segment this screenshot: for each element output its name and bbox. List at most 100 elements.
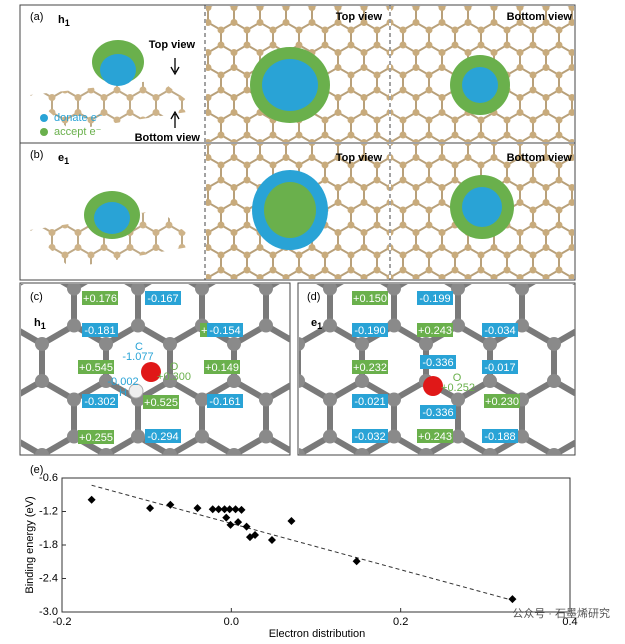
atom-label: O <box>453 372 462 384</box>
point <box>267 535 276 544</box>
charge-label: -0.032 <box>354 431 385 443</box>
charge-label: -0.336 <box>422 407 453 419</box>
state-label: e1 <box>58 152 69 166</box>
charge-label: +0.149 <box>205 362 239 374</box>
lattice-side <box>30 210 200 268</box>
charge-box <box>417 429 453 443</box>
point <box>352 557 361 566</box>
point <box>166 500 175 509</box>
charge-label: +0.176 <box>83 293 117 305</box>
atom-label: +0.300 <box>157 371 191 383</box>
point <box>208 505 217 514</box>
point <box>87 495 96 504</box>
trendline <box>91 484 513 601</box>
state-label: h1 <box>58 14 70 28</box>
view-label: Bottom view <box>507 152 573 164</box>
state-sub: 1 <box>41 321 46 331</box>
panel-label: (d) <box>307 291 320 303</box>
charge-label: -0.302 <box>84 396 115 408</box>
y-tick-label: -3.0 <box>39 606 58 618</box>
state-sub: 1 <box>317 321 322 331</box>
panel-label: (a) <box>30 11 43 23</box>
charge-label: -0.017 <box>484 362 515 374</box>
hydrogen-atom <box>128 383 144 399</box>
charge-label: +0.545 <box>79 362 113 374</box>
charge-label: -0.021 <box>354 396 385 408</box>
charge-box <box>82 291 118 305</box>
charge-box <box>143 395 179 409</box>
charge-box <box>482 360 518 374</box>
charge-box <box>352 360 388 374</box>
point <box>214 505 223 514</box>
state: e <box>311 317 317 329</box>
y-tick-label: -1.2 <box>39 505 58 517</box>
charge-box <box>420 405 456 419</box>
charge-box <box>482 323 518 337</box>
y-tick-label: -2.4 <box>39 572 58 584</box>
atom-label: -0.002 <box>107 376 138 388</box>
x-axis-label: Electron distribution <box>269 628 366 640</box>
lattice-side <box>30 80 200 130</box>
point <box>231 505 240 514</box>
charge-box <box>82 323 118 337</box>
plot-frame <box>61 477 571 613</box>
charge-label: -0.034 <box>484 325 515 337</box>
view-label: Top view <box>336 152 383 164</box>
legend-swatch <box>40 114 48 122</box>
atom-label: C <box>135 341 143 353</box>
atom-label: H <box>119 387 127 399</box>
charge-box <box>352 429 388 443</box>
charge-label: +0.230 <box>485 396 519 408</box>
state: h <box>34 317 41 329</box>
charge-box <box>417 291 453 305</box>
legend-swatch <box>40 128 48 136</box>
x-tick-label: 0.4 <box>562 616 577 628</box>
charge-box <box>207 323 243 337</box>
point <box>226 520 235 529</box>
charge-label: -0.154 <box>209 325 240 337</box>
panel-label: (c) <box>30 291 43 303</box>
arrow <box>170 58 180 128</box>
x-tick-label: -0.2 <box>53 616 72 628</box>
legend-text: accept e⁻ <box>54 126 102 138</box>
point <box>193 504 202 513</box>
charge-box <box>482 429 518 443</box>
charge-box <box>145 429 181 443</box>
charge-label: +0.525 <box>144 397 178 409</box>
oxygen-atom <box>141 362 161 382</box>
state: h <box>58 14 65 26</box>
charge-box <box>78 360 114 374</box>
x-tick-label: 0.0 <box>224 616 239 628</box>
charge-label: -0.188 <box>484 431 515 443</box>
state-sub: 1 <box>64 156 69 166</box>
charge-label: -0.190 <box>354 325 385 337</box>
charge-box <box>352 291 388 305</box>
charge-label: +0.243 <box>418 325 452 337</box>
charge-box <box>417 323 453 337</box>
x-tick-label: 0.2 <box>393 616 408 628</box>
charge-box <box>145 291 181 305</box>
state-label: h1 <box>34 317 46 331</box>
panel-label: (b) <box>30 149 43 161</box>
state: e <box>58 152 64 164</box>
y-tick-label: -0.6 <box>39 472 58 484</box>
charge-label: -0.161 <box>209 396 240 408</box>
watermark: 公众号 · 石墨烯研究 <box>512 606 610 620</box>
view-label: Top view <box>149 39 196 51</box>
charge-label: +0.150 <box>353 293 387 305</box>
charge-label: +0.243 <box>418 431 452 443</box>
density-blobs <box>84 40 514 250</box>
atom-label: O <box>170 361 179 373</box>
charge-label: -0.199 <box>419 293 450 305</box>
point <box>508 595 517 604</box>
y-tick-label: -1.8 <box>39 539 58 551</box>
charge-box <box>352 323 388 337</box>
oxygen-atom <box>423 376 443 396</box>
state-label: e1 <box>311 317 322 331</box>
lattice <box>299 284 575 455</box>
charge-box <box>207 394 243 408</box>
charge-label: -0.294 <box>147 431 178 443</box>
point <box>222 513 231 522</box>
charge-box <box>352 394 388 408</box>
